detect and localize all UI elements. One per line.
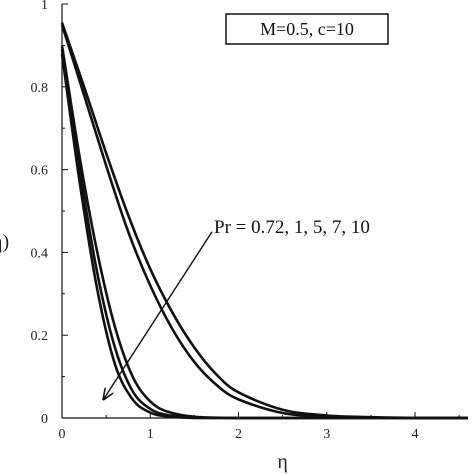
y-tick-label: 0.8 (31, 81, 49, 96)
series-line-5 (60, 53, 468, 420)
x-tick-label: 3 (323, 427, 330, 442)
y-tick-label: 0.2 (31, 329, 49, 344)
y-tick-label: 0.6 (31, 164, 49, 179)
y-tick-label: 1 (41, 0, 48, 13)
curves (60, 22, 469, 420)
x-tick-label: 4 (412, 427, 419, 442)
parameter-box (225, 13, 389, 45)
x-tick-label: 2 (235, 427, 242, 442)
y-tick-label: 0 (41, 412, 48, 427)
y-axis-label: η) (0, 231, 9, 253)
parameter-label: M=0.5, c=10 (260, 19, 354, 39)
annotation-arrow (103, 231, 213, 400)
x-tick-label: 1 (147, 427, 154, 442)
x-axis-label: η (277, 451, 287, 473)
annotations: M=0.5, c=10 Pr = 0.72, 1, 5, 7, 10 (103, 13, 389, 400)
x-tick-label: 0 (59, 427, 66, 442)
annotation-text: Pr = 0.72, 1, 5, 7, 10 (214, 217, 370, 238)
y-tick-label: 0.4 (31, 246, 49, 261)
